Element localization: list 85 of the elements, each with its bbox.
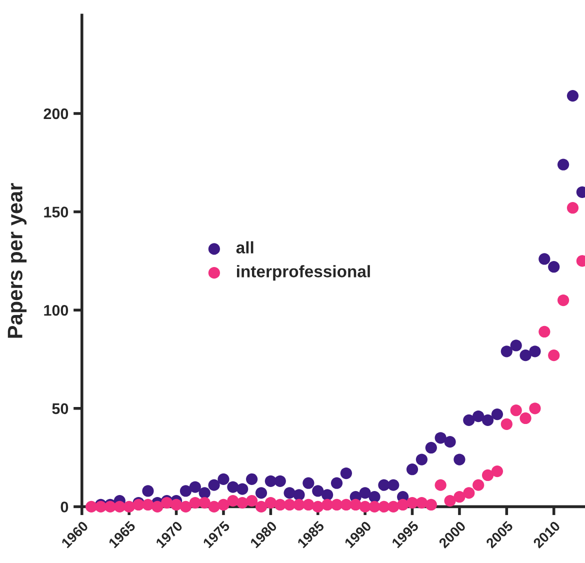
point (236, 483, 248, 495)
point (557, 158, 570, 170)
point (302, 498, 314, 511)
point (566, 90, 579, 102)
point (444, 494, 456, 507)
point (246, 473, 258, 485)
point (368, 491, 380, 503)
point (170, 498, 182, 511)
point (520, 350, 532, 362)
point (274, 475, 286, 487)
point (255, 500, 268, 513)
y-tick-label: 150 (44, 206, 68, 218)
point (350, 498, 362, 511)
point (510, 340, 522, 352)
point (388, 479, 400, 491)
point (218, 498, 230, 511)
point (264, 496, 276, 509)
point (482, 469, 494, 482)
point (500, 418, 512, 430)
point (218, 473, 230, 485)
point (454, 491, 466, 503)
point (255, 487, 268, 499)
point (538, 253, 550, 265)
y-tick-label: 100 (44, 304, 68, 316)
point (264, 475, 276, 487)
point (482, 414, 494, 426)
point (246, 494, 258, 507)
point (359, 487, 371, 499)
point (529, 402, 541, 414)
point (227, 494, 239, 507)
point (312, 500, 324, 513)
point (425, 498, 437, 511)
point (340, 467, 352, 480)
point (312, 485, 324, 497)
point (236, 496, 248, 509)
point (557, 294, 570, 306)
point (463, 414, 475, 426)
legend-label: interprofessional (237, 265, 370, 281)
point (302, 477, 314, 489)
y-tick-label: 0 (60, 502, 68, 512)
point (152, 500, 164, 513)
point (434, 479, 446, 491)
point (406, 496, 418, 509)
point (416, 496, 428, 509)
y-tick-label: 200 (44, 108, 68, 120)
point (330, 477, 343, 489)
point (548, 350, 560, 362)
point (284, 487, 296, 499)
point (510, 404, 522, 416)
point (491, 466, 504, 478)
point (472, 479, 484, 491)
point (566, 202, 579, 214)
point (189, 481, 201, 493)
point (198, 487, 210, 499)
point (444, 436, 456, 448)
point (208, 479, 220, 491)
point (500, 346, 512, 358)
point (463, 487, 475, 499)
point (406, 464, 418, 476)
point (548, 261, 560, 273)
point (322, 489, 334, 501)
point (208, 500, 220, 513)
y-tick-label: 50 (52, 403, 68, 414)
point (123, 500, 135, 513)
point (454, 454, 466, 466)
y-axis-title: Papers per year (8, 183, 27, 338)
point (142, 485, 154, 497)
point (180, 500, 192, 513)
point (434, 432, 446, 444)
point (293, 489, 305, 501)
point (529, 346, 541, 358)
point (416, 454, 428, 466)
legend-label: all (236, 241, 254, 254)
point (538, 326, 550, 338)
point (425, 442, 437, 454)
point (388, 500, 400, 513)
point (491, 408, 504, 420)
point (472, 410, 484, 422)
point (520, 412, 532, 424)
point (142, 498, 154, 511)
point (227, 481, 239, 493)
point (198, 496, 210, 509)
point (397, 498, 409, 511)
point (330, 498, 343, 511)
point (180, 485, 192, 497)
